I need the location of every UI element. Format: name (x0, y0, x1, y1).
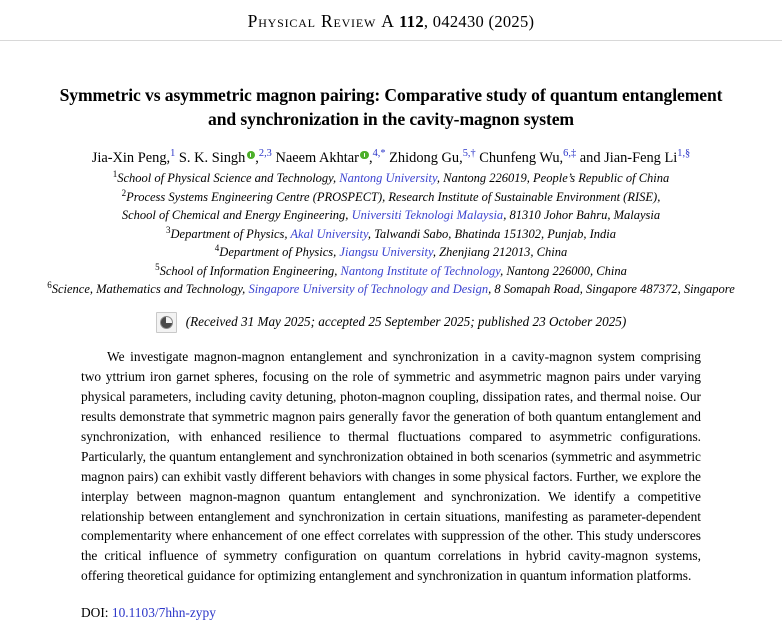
institution-link[interactable]: Universiti Teknologi Malaysia (351, 208, 504, 223)
affiliation-text: Department of Physics, (219, 245, 340, 260)
orcid-icon[interactable] (360, 150, 369, 160)
affiliation-address: , 81310 Johor Bahru, Malaysia (503, 208, 661, 223)
author-affiliation-marker: 4,* (372, 147, 386, 159)
affiliation-text: Science, Mathematics and Technology, (51, 282, 249, 297)
affiliation-address: , Nantong 226019, People’s Republic of C… (436, 171, 670, 186)
institution-link[interactable]: Nantong Institute of Technology (340, 263, 501, 278)
publication-year: (2025) (488, 12, 535, 31)
affiliation: 2Process Systems Engineering Centre (PRO… (2, 188, 780, 207)
author-affiliation-marker: 5,† (462, 147, 476, 159)
crossmark-disc (159, 315, 173, 329)
author-name: Zhidong Gu, (389, 149, 463, 166)
author-affiliation-marker: 1,§ (677, 147, 691, 159)
author-comma: , (368, 149, 373, 166)
article-number: 042430 (432, 12, 485, 31)
affiliation: 4Department of Physics, Jiangsu Universi… (2, 243, 780, 262)
publication-dates-row: (Received 31 May 2025; accepted 25 Septe… (0, 311, 782, 333)
author-entry: and Jian-Feng Li1,§ (579, 147, 691, 166)
journal-series-letter: A (381, 11, 395, 31)
doi-link[interactable]: 10.1103/7hhn-zypy (111, 605, 216, 621)
affiliation-marker: 4 (214, 243, 220, 254)
affiliation: 1School of Physical Science and Technolo… (2, 169, 780, 188)
page-title: Symmetric vs asymmetric magnon pairing: … (59, 85, 723, 130)
affiliation: 3Department of Physics, Akal University,… (2, 225, 780, 244)
author-comma: , (255, 149, 259, 166)
title-block: Symmetric vs asymmetric magnon pairing: … (0, 41, 782, 132)
author-name: and Jian-Feng Li (579, 149, 678, 166)
doi-label: DOI: (81, 605, 112, 621)
journal-volume: 112 (399, 12, 424, 31)
affiliation-marker: 6 (47, 280, 52, 291)
affiliation-text: Process Systems Engineering Centre (PROS… (126, 189, 661, 204)
affiliation: 6Science, Mathematics and Technology, Si… (2, 280, 780, 299)
affiliation-address: , Zhenjiang 212013, China (432, 245, 568, 260)
orcid-icon[interactable] (246, 150, 256, 160)
author-name: Jia-Xin Peng, (91, 149, 171, 166)
affiliation: School of Chemical and Energy Engineerin… (2, 206, 780, 225)
journal-name: Physical Review (247, 11, 377, 31)
affiliation-marker: 2 (121, 187, 127, 198)
author-name: S. K. Singh (178, 149, 246, 166)
volume-comma: , (423, 12, 433, 31)
affiliation: 5School of Information Engineering, Nant… (2, 262, 780, 281)
institution-link[interactable]: Nantong University (339, 171, 437, 186)
affiliation-list: 1School of Physical Science and Technolo… (0, 169, 782, 299)
abstract-text: We investigate magnon-magnon entanglemen… (81, 348, 701, 584)
affiliation-address: , Talwandi Sabo, Bhatinda 151302, Punjab… (367, 226, 616, 241)
journal-running-head: Physical Review A 112, 042430 (2025) (0, 0, 782, 32)
author-affiliation-marker: 1 (170, 147, 176, 159)
affiliation-address: , 8 Somapah Road, Singapore 487372, Sing… (488, 282, 735, 297)
crossmark-icon[interactable] (155, 311, 177, 333)
publication-dates: (Received 31 May 2025; accepted 25 Septe… (185, 314, 627, 330)
institution-link[interactable]: Singapore University of Technology and D… (248, 282, 489, 297)
affiliation-text: Department of Physics, (170, 226, 291, 241)
author-affiliation-marker: 6,‡ (563, 147, 577, 159)
author-name: Chunfeng Wu, (479, 149, 564, 166)
author-entry: Naeem Akhtar ,4,* (275, 147, 386, 166)
header-divider (0, 40, 782, 41)
affiliation-text: School of Information Engineering, (159, 263, 341, 278)
doi-line: DOI: 10.1103/7hhn-zypy (81, 605, 701, 621)
affiliation-marker: 3 (166, 224, 171, 235)
affiliation-marker: 1 (112, 169, 118, 180)
institution-link[interactable]: Jiangsu University (339, 245, 433, 260)
author-entry: Chunfeng Wu,6,‡ (479, 147, 577, 166)
affiliation-address: , Nantong 226000, China (500, 263, 627, 278)
affiliation-text: School of Physical Science and Technolog… (117, 171, 340, 186)
author-entry: S. K. Singh ,2,3 (178, 147, 272, 166)
author-list: Jia-Xin Peng,1 S. K. Singh ,2,3 Naeem Akh… (0, 147, 782, 168)
author-affiliation-marker: 2,3 (258, 147, 272, 159)
affiliation-text: School of Chemical and Energy Engineerin… (121, 208, 352, 223)
institution-link[interactable]: Akal University (290, 226, 368, 241)
author-entry: Jia-Xin Peng,1 (91, 147, 176, 166)
author-name: Naeem Akhtar (275, 149, 359, 166)
author-entry: Zhidong Gu,5,† (389, 147, 476, 166)
affiliation-marker: 5 (155, 261, 160, 272)
